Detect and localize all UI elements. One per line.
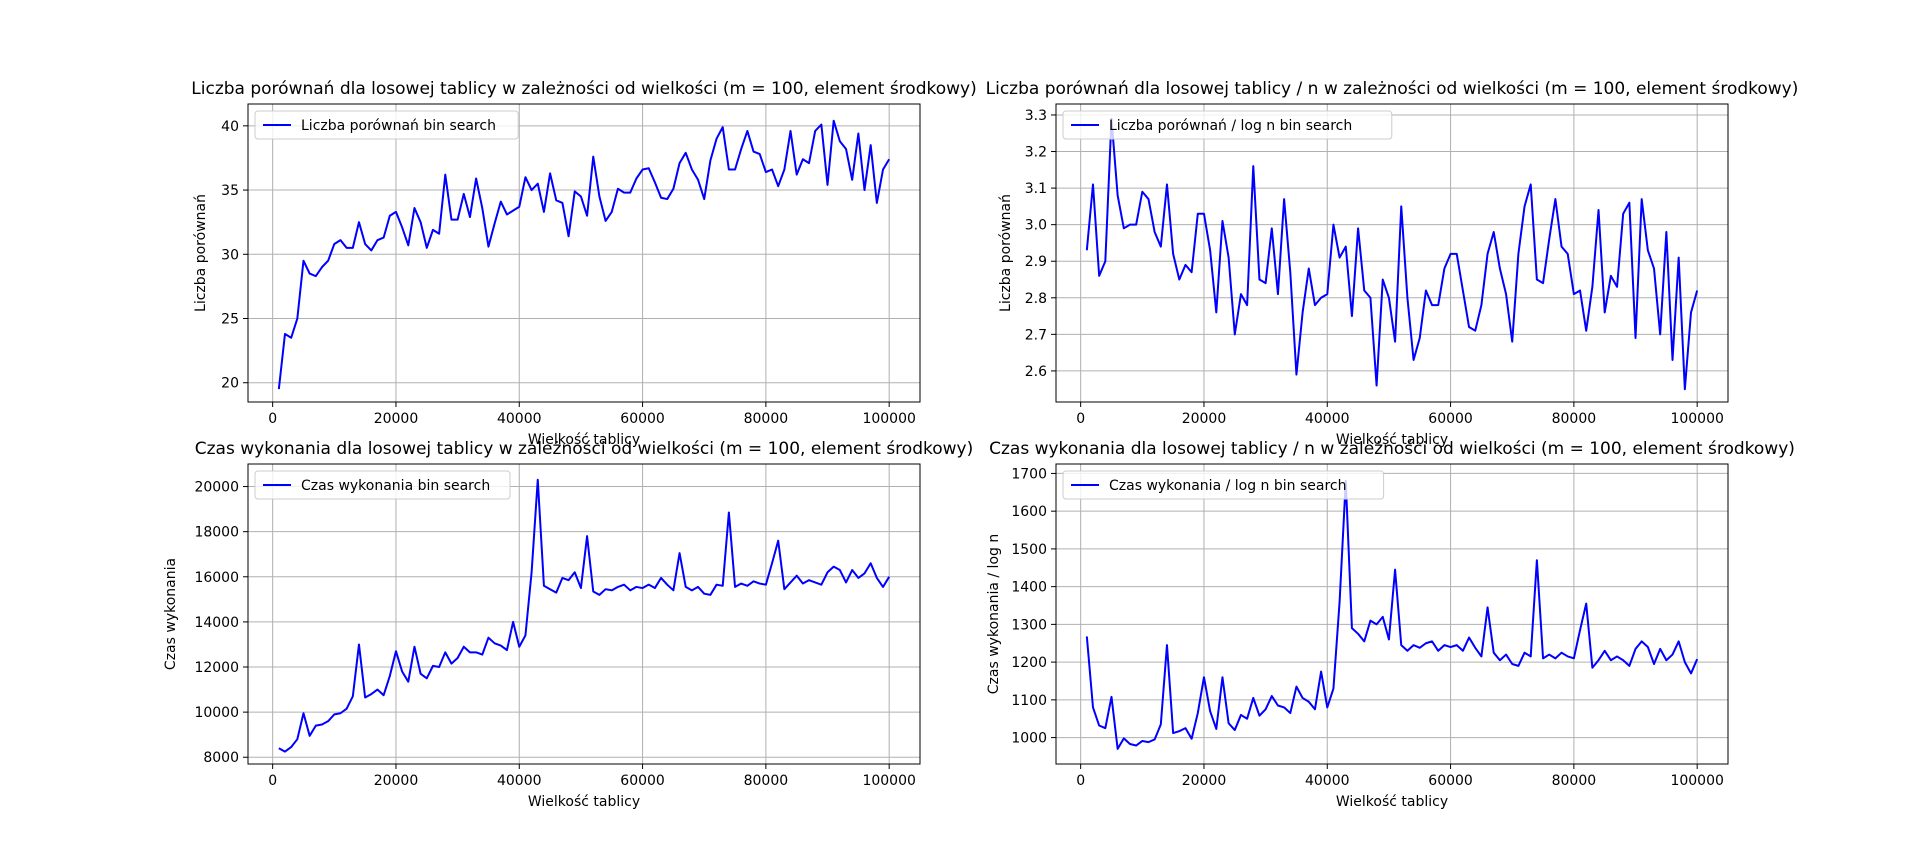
x-tick-label: 20000 xyxy=(374,411,419,427)
x-tick-label: 60000 xyxy=(1428,773,1473,789)
legend-label: Czas wykonania / log n bin search xyxy=(1109,478,1347,494)
y-tick-label: 8000 xyxy=(203,750,239,766)
y-tick-label: 1300 xyxy=(1011,617,1047,633)
y-tick-label: 20 xyxy=(221,376,239,392)
x-tick-label: 20000 xyxy=(1182,411,1227,427)
y-tick-label: 40 xyxy=(221,119,239,135)
chart-panel-3: 0 20000 40000 60000 80000 100000 8000 10000 1200… xyxy=(163,439,973,810)
legend-box xyxy=(254,470,511,500)
chart-panel-2: 0 20000 40000 60000 80000 100000 2.6 2.7 2.8 2.9 3… xyxy=(986,79,1799,448)
x-tick-label: 20000 xyxy=(1182,773,1227,789)
series-line-1 xyxy=(1085,117,1699,391)
x-tick-label: 0 xyxy=(1076,411,1085,427)
y-tick-label: 20000 xyxy=(194,480,239,496)
y-tick-label: 3.1 xyxy=(1025,181,1047,197)
y-axis-label: Liczba porównań xyxy=(998,194,1014,312)
y-tick-label: 1100 xyxy=(1011,693,1047,709)
axes-frame xyxy=(247,463,921,765)
x-axis-label: Wielkość tablicy xyxy=(1336,432,1448,448)
legend-box xyxy=(254,110,519,140)
y-tick-label: 1200 xyxy=(1011,655,1047,671)
chart-panel-4: 0 20000 40000 60000 80000 100000 1000 1100 1200 1… xyxy=(986,439,1795,810)
x-tick-label: 20000 xyxy=(374,773,419,789)
chart-title: Liczba porównań dla losowej tablicy / n … xyxy=(986,79,1799,99)
series-line-1 xyxy=(277,119,891,390)
x-tick-label: 40000 xyxy=(1305,411,1350,427)
y-tick-label: 1000 xyxy=(1011,731,1047,747)
y-tick-label: 1400 xyxy=(1011,580,1047,596)
x-axis-label: Wielkość tablicy xyxy=(1336,794,1448,810)
legend-box xyxy=(1062,110,1393,140)
y-tick-label: 3.0 xyxy=(1025,218,1047,234)
series-line-1 xyxy=(278,478,891,753)
y-tick-label: 3.3 xyxy=(1025,108,1047,124)
x-tick-label: 40000 xyxy=(497,773,542,789)
y-tick-label: 2.7 xyxy=(1025,327,1047,343)
x-tick-label: 80000 xyxy=(1552,773,1597,789)
y-tick-label: 18000 xyxy=(194,525,239,541)
x-tick-label: 100000 xyxy=(1670,411,1723,427)
y-tick-label: 3.2 xyxy=(1025,145,1047,161)
x-tick-label: 40000 xyxy=(497,411,542,427)
axes-frame xyxy=(247,103,921,403)
axes-frame xyxy=(1055,463,1729,765)
y-axis-label: Czas wykonania xyxy=(163,558,179,670)
legend-label: Liczba porównań bin search xyxy=(301,118,496,134)
y-axis-label: Liczba porównań xyxy=(193,194,209,312)
legend: Czas wykonania / log n bin search xyxy=(1062,470,1385,500)
x-tick-label: 0 xyxy=(268,773,277,789)
x-tick-label: 0 xyxy=(268,411,277,427)
chart-title: Czas wykonania dla losowej tablicy / n w… xyxy=(989,439,1795,459)
legend-box xyxy=(1062,470,1385,500)
legend-label: Liczba porównań / log n bin search xyxy=(1109,118,1352,134)
x-axis-label: Wielkość tablicy xyxy=(528,794,640,810)
x-axis-label: Wielkość tablicy xyxy=(528,432,640,448)
legend: Czas wykonania bin search xyxy=(254,470,511,500)
legend: Liczba porównań bin search xyxy=(254,110,519,140)
y-tick-label: 2.6 xyxy=(1025,364,1047,380)
y-tick-label: 10000 xyxy=(194,705,239,721)
x-tick-label: 100000 xyxy=(862,773,915,789)
legend-label: Czas wykonania bin search xyxy=(301,478,490,494)
chart-panel-1: 0 20000 40000 60000 80000 100000 20 25 30 35 40 Lic… xyxy=(191,79,976,448)
y-tick-label: 25 xyxy=(221,312,239,328)
x-tick-label: 0 xyxy=(1076,773,1085,789)
x-tick-label: 80000 xyxy=(744,411,789,427)
y-tick-label: 14000 xyxy=(194,615,239,631)
y-tick-label: 2.9 xyxy=(1025,254,1047,270)
y-tick-label: 1600 xyxy=(1011,504,1047,520)
x-tick-label: 60000 xyxy=(1428,411,1473,427)
y-tick-label: 30 xyxy=(221,247,239,263)
chart-title: Liczba porównań dla losowej tablicy w za… xyxy=(191,79,976,99)
x-tick-label: 60000 xyxy=(620,411,665,427)
x-tick-label: 100000 xyxy=(1670,773,1723,789)
x-tick-label: 80000 xyxy=(744,773,789,789)
x-tick-label: 40000 xyxy=(1305,773,1350,789)
y-tick-label: 1700 xyxy=(1011,466,1047,482)
y-tick-label: 35 xyxy=(221,183,239,199)
y-tick-label: 16000 xyxy=(194,570,239,586)
y-tick-label: 12000 xyxy=(194,660,239,676)
x-tick-label: 80000 xyxy=(1552,411,1597,427)
y-axis-label: Czas wykonania / log n xyxy=(986,534,1002,694)
legend: Liczba porównań / log n bin search xyxy=(1062,110,1393,140)
axes-frame xyxy=(1055,103,1729,403)
y-tick-label: 2.8 xyxy=(1025,291,1047,307)
x-tick-label: 60000 xyxy=(620,773,665,789)
series-line-1 xyxy=(1085,479,1699,750)
chart-title: Czas wykonania dla losowej tablicy w zal… xyxy=(195,439,973,459)
x-tick-label: 100000 xyxy=(862,411,915,427)
y-tick-label: 1500 xyxy=(1011,542,1047,558)
